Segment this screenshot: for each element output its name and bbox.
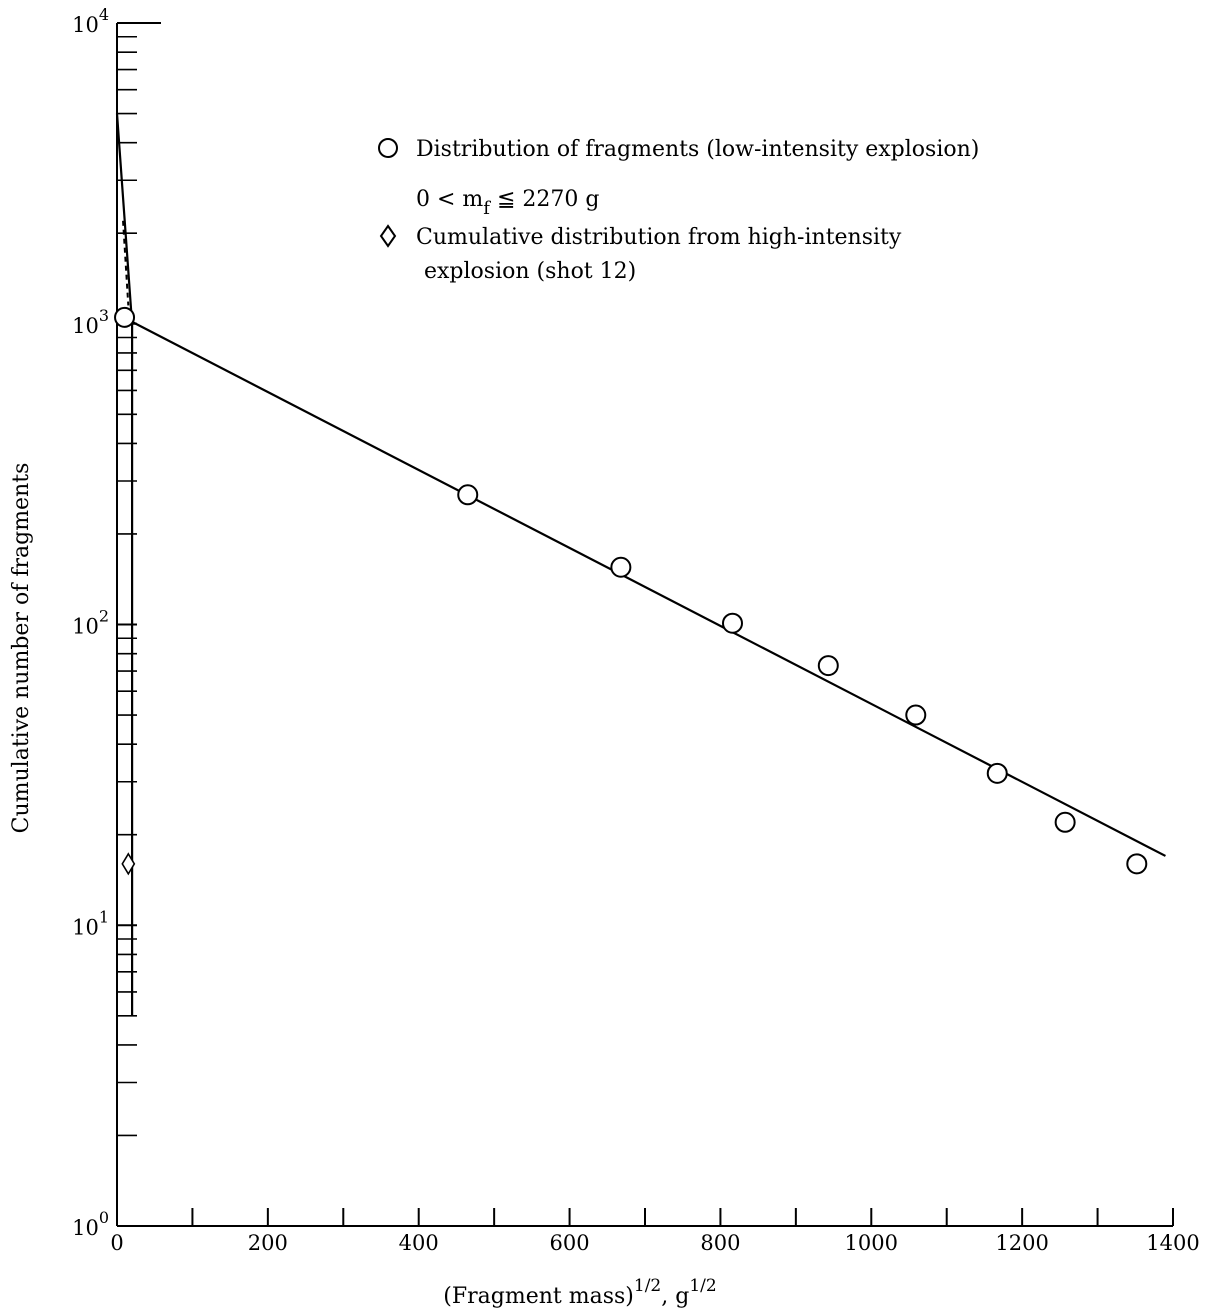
legend-label-circle: Distribution of fragments (low-intensity… [416, 137, 979, 162]
x-tick-label: 400 [399, 1231, 439, 1255]
x-axis-title-unit: , g [661, 1284, 689, 1309]
legend-mass-suffix: ≦ 2270 g [490, 187, 599, 212]
x-axis-title: (Fragment mass)1/2, g1/2 [443, 1276, 716, 1309]
x-tick-label: 600 [550, 1231, 590, 1255]
y-tick-label: 101 [72, 907, 109, 939]
x-axis-title-main: (Fragment mass) [443, 1284, 634, 1309]
data-point-circle [114, 306, 136, 328]
legend-circle-marker [378, 138, 398, 158]
data-point-circle [1054, 811, 1076, 833]
legend-label-diamond: Cumulative distribution from high-intens… [416, 225, 902, 250]
y-axis: 100 101 102 103 104 [72, 5, 161, 1240]
x-axis: 0 200 400 600 800 1000 1200 1400 [110, 1208, 1200, 1255]
data-point-circle [817, 655, 839, 677]
y-axis-title: Cumulative number of fragments [9, 463, 34, 834]
y-tick-label: 100 [72, 1208, 109, 1240]
y-tick-label: 104 [72, 5, 109, 37]
data-point-circle [610, 556, 632, 578]
data-point-circle [905, 704, 927, 726]
fit-line [127, 318, 1166, 857]
legend-mass-sub: f [483, 198, 491, 219]
x-tick-label: 1400 [1146, 1231, 1199, 1255]
legend-diamond-marker [379, 224, 397, 248]
data-point-circle [457, 484, 479, 506]
x-tick-label: 200 [248, 1231, 288, 1255]
data-point-circle [721, 612, 743, 634]
y-tick-label: 102 [72, 607, 109, 639]
legend-mass-range: 0 < mf ≦ 2270 g [416, 187, 599, 219]
x-tick-label: 0 [110, 1231, 123, 1255]
x-axis-title-main-sup: 1/2 [634, 1276, 661, 1296]
x-tick-label: 800 [700, 1231, 740, 1255]
data-point-circle [986, 762, 1008, 784]
data-points [114, 306, 1148, 876]
legend-mass-prefix: 0 < m [416, 187, 483, 212]
x-tick-label: 1200 [995, 1231, 1048, 1255]
y-tick-label: 103 [72, 306, 109, 338]
legend: Distribution of fragments (low-intensity… [378, 137, 979, 284]
x-tick-label: 1000 [845, 1231, 898, 1255]
legend-label-diamond-cont: explosion (shot 12) [424, 259, 636, 284]
data-point-circle [1126, 853, 1148, 875]
x-axis-title-unit-sup: 1/2 [689, 1276, 716, 1296]
data-point-diamond [121, 852, 136, 876]
